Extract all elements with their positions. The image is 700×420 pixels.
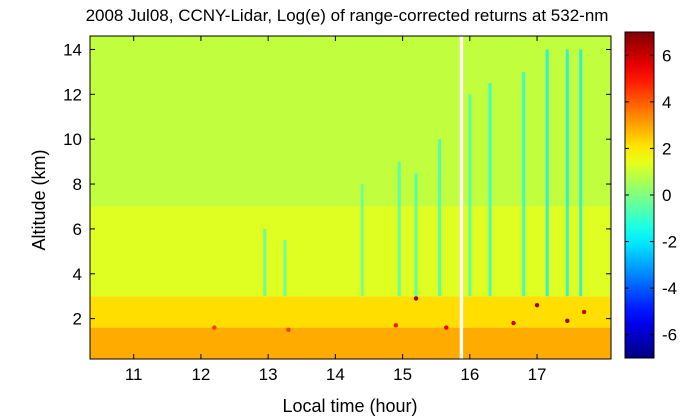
y-tick-label: 12	[63, 85, 82, 104]
high-return-spot	[444, 325, 449, 330]
cloud-streak	[397, 161, 401, 297]
layer-band	[90, 327, 611, 359]
layer-band	[90, 296, 611, 328]
plot-frame	[89, 35, 612, 360]
x-tick-label: 16	[460, 365, 479, 384]
cloud-streak	[545, 49, 549, 297]
high-return-spot	[286, 327, 291, 333]
x-tick-label: 14	[326, 365, 345, 384]
x-tick-label: 12	[191, 365, 210, 384]
x-axis: 11 12 13 14 15 16 17	[125, 36, 547, 384]
y-tick-label: 4	[73, 265, 82, 284]
colorbar: 6 4 2 0 -2 -4 -6	[624, 31, 677, 359]
colorbar-tick-label: 4	[662, 93, 671, 112]
colorbar-tick-label: -6	[662, 326, 677, 345]
cloud-streak	[414, 172, 418, 297]
cloud-streak	[360, 184, 364, 297]
high-return-spot	[393, 323, 399, 328]
y-tick-label: 8	[73, 175, 82, 194]
high-return-spot	[565, 318, 570, 324]
colorbar-tick-label: 6	[662, 46, 671, 65]
cloud-streak	[488, 83, 492, 297]
y-axis: 2 4 6 8 10 12 14	[63, 40, 611, 329]
cloud-streak	[468, 94, 472, 297]
y-tick-label: 10	[63, 130, 82, 149]
colorbar-tick-label: 0	[662, 186, 671, 205]
x-tick-label: 17	[528, 365, 547, 384]
plot-area	[90, 36, 611, 359]
x-tick-label: 13	[259, 365, 278, 384]
high-return-spot	[413, 296, 419, 301]
cloud-streak	[263, 228, 267, 297]
x-tick-label: 11	[125, 365, 143, 384]
high-return-spot	[511, 320, 516, 326]
y-tick-label: 2	[73, 310, 82, 329]
high-return-spot	[581, 309, 587, 315]
data-gap	[459, 36, 464, 359]
high-return-spot	[212, 325, 217, 330]
chart-title: 2008 Jul08, CCNY-Lidar, Log(e) of range-…	[86, 6, 609, 25]
y-axis-label: Altitude (km)	[29, 149, 49, 250]
cloud-streak	[283, 240, 287, 297]
cloud-streak	[565, 49, 569, 297]
high-return-spot	[534, 302, 540, 308]
colorbar-tick-label: 2	[662, 139, 671, 158]
layer-band	[90, 206, 611, 297]
colorbar-tick-label: -2	[662, 233, 677, 252]
x-axis-label: Local time (hour)	[282, 396, 417, 416]
cloud-streak	[522, 71, 526, 297]
y-tick-label: 14	[63, 40, 82, 59]
layer-band	[90, 36, 611, 207]
colorbar-gradient	[624, 31, 655, 359]
y-tick-label: 6	[73, 220, 82, 239]
cloud-streak	[438, 139, 442, 297]
colorbar-tick-label: -4	[662, 279, 677, 298]
cloud-streak	[579, 49, 583, 297]
x-tick-label: 15	[393, 365, 412, 384]
